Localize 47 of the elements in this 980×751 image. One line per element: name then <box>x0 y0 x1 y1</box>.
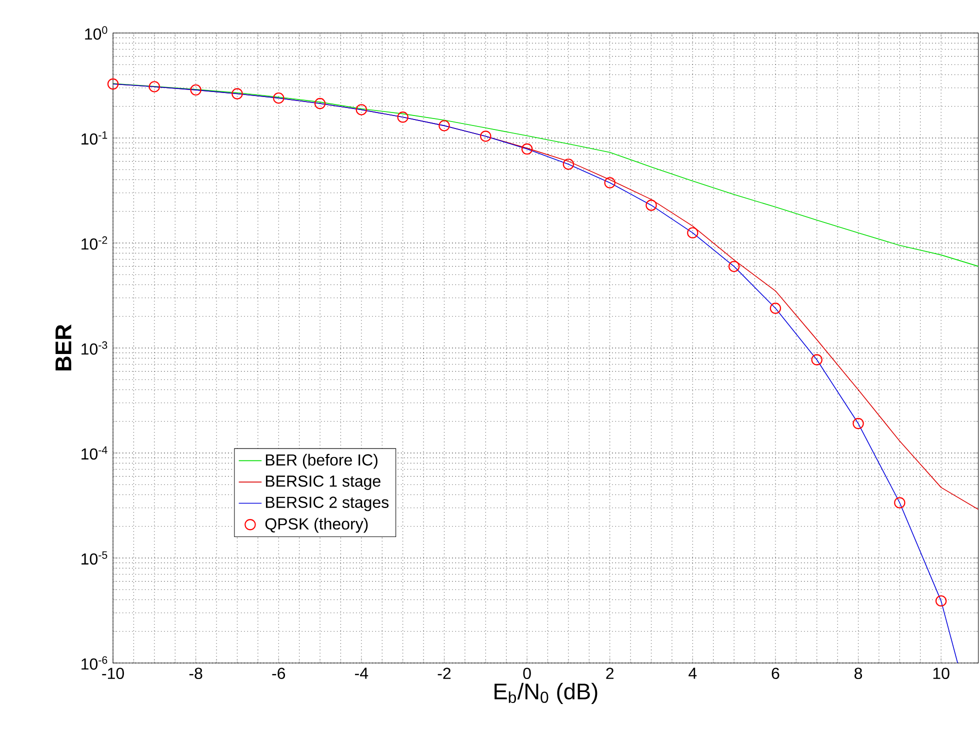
x-tick-label: 2 <box>606 668 614 679</box>
y-tick-label: 10$^{-6}$ <box>82 656 108 670</box>
point <box>894 497 906 508</box>
x-tick-label: -2 <box>438 668 451 679</box>
y-tick-label: 10$^{-3}$ <box>82 341 108 355</box>
x-tick-label: 10 <box>933 668 950 680</box>
point <box>770 302 782 314</box>
y-tick-label: 10$^{0}$ <box>85 26 108 40</box>
legend-label: BERSIC 2 stages <box>266 496 389 512</box>
point <box>232 88 243 100</box>
x-tick-label: 0 <box>523 668 531 680</box>
point <box>190 84 202 96</box>
point <box>314 98 326 110</box>
y-tick-label: 10$^{-2}$ <box>82 236 108 250</box>
x-tick-label: -6 <box>272 668 286 680</box>
legend-label: BER (before IC) <box>266 454 378 469</box>
point <box>728 260 740 272</box>
x-tick-label: -10 <box>102 668 124 680</box>
line-series <box>113 83 978 267</box>
y-tick-label: 10$^{-1}$ <box>82 131 108 145</box>
legend-label: BERSIC 1 stage <box>266 475 380 490</box>
point <box>397 112 408 123</box>
point <box>148 81 160 92</box>
point <box>273 92 284 104</box>
point <box>646 200 657 211</box>
line-series <box>113 84 958 664</box>
point <box>107 78 119 90</box>
y-tick-label: 10$^{-4}$ <box>82 446 108 460</box>
point <box>811 354 822 366</box>
legend-label: QPSK (theory) <box>265 518 368 533</box>
y-axis-title: BER <box>56 324 72 370</box>
x-tick-label: 8 <box>854 668 862 680</box>
point <box>604 177 616 188</box>
x-tick-label: 6 <box>772 668 780 680</box>
x-tick-label: -8 <box>189 668 202 680</box>
point <box>438 120 450 132</box>
point <box>521 143 533 155</box>
point <box>562 158 574 170</box>
point <box>852 418 864 430</box>
x-tick-label: -4 <box>355 668 368 679</box>
x-axis-title: E$_{b}$/N$_{0}$ (dB) <box>494 682 598 704</box>
point <box>356 104 368 116</box>
point <box>687 227 698 238</box>
point <box>480 130 492 142</box>
x-tick-label: 4 <box>688 668 697 679</box>
point <box>935 595 947 607</box>
y-tick-label: 10$^{-5}$ <box>82 551 108 565</box>
